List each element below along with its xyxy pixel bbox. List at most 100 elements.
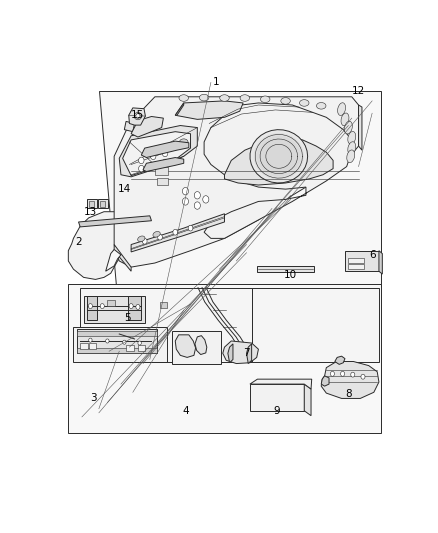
- Ellipse shape: [169, 146, 175, 150]
- Bar: [88, 201, 94, 207]
- Text: 8: 8: [345, 389, 352, 399]
- Circle shape: [158, 235, 162, 240]
- Ellipse shape: [281, 98, 290, 104]
- Polygon shape: [175, 335, 196, 358]
- Polygon shape: [224, 138, 333, 185]
- Polygon shape: [87, 296, 97, 320]
- Polygon shape: [321, 376, 329, 386]
- Polygon shape: [379, 251, 382, 274]
- Circle shape: [123, 340, 126, 344]
- Polygon shape: [264, 142, 294, 170]
- Ellipse shape: [240, 95, 250, 101]
- Polygon shape: [254, 134, 303, 179]
- Circle shape: [129, 304, 133, 309]
- Polygon shape: [99, 91, 381, 286]
- Polygon shape: [80, 288, 251, 361]
- Text: 14: 14: [118, 184, 131, 194]
- Polygon shape: [78, 216, 152, 227]
- Polygon shape: [124, 122, 134, 132]
- Ellipse shape: [180, 139, 188, 145]
- Polygon shape: [128, 296, 141, 320]
- Text: 7: 7: [243, 348, 250, 358]
- Polygon shape: [204, 103, 350, 238]
- Ellipse shape: [179, 95, 188, 101]
- Polygon shape: [98, 199, 108, 208]
- Polygon shape: [129, 108, 145, 125]
- Text: 15: 15: [131, 110, 145, 120]
- Ellipse shape: [261, 96, 270, 102]
- Polygon shape: [123, 132, 191, 175]
- Text: 1: 1: [213, 77, 219, 87]
- Polygon shape: [247, 344, 251, 364]
- Circle shape: [173, 229, 178, 235]
- Bar: [126, 345, 134, 351]
- Ellipse shape: [199, 94, 209, 101]
- Polygon shape: [250, 130, 307, 183]
- Polygon shape: [359, 105, 362, 150]
- Ellipse shape: [348, 132, 356, 144]
- Ellipse shape: [317, 102, 326, 109]
- Circle shape: [361, 374, 365, 379]
- Circle shape: [138, 341, 141, 345]
- Circle shape: [142, 238, 147, 244]
- Ellipse shape: [220, 95, 229, 101]
- Text: 12: 12: [352, 86, 365, 95]
- Polygon shape: [250, 379, 312, 389]
- Polygon shape: [251, 288, 379, 361]
- Text: 13: 13: [84, 207, 97, 217]
- Polygon shape: [131, 117, 163, 137]
- Bar: [77, 349, 156, 353]
- Circle shape: [138, 165, 144, 172]
- Bar: [138, 345, 145, 351]
- Polygon shape: [195, 336, 207, 354]
- Polygon shape: [345, 251, 379, 271]
- Bar: [107, 300, 115, 306]
- Ellipse shape: [344, 121, 352, 134]
- Ellipse shape: [138, 236, 145, 241]
- Polygon shape: [258, 136, 300, 176]
- Circle shape: [162, 150, 168, 157]
- Bar: [155, 166, 169, 175]
- Polygon shape: [131, 214, 224, 252]
- Polygon shape: [304, 384, 311, 416]
- Text: 6: 6: [369, 250, 375, 260]
- Bar: [348, 258, 364, 263]
- Polygon shape: [68, 212, 156, 279]
- Text: 3: 3: [91, 393, 97, 403]
- Polygon shape: [175, 103, 184, 115]
- Polygon shape: [335, 356, 345, 365]
- Polygon shape: [321, 361, 379, 399]
- Ellipse shape: [341, 113, 349, 126]
- Circle shape: [351, 372, 355, 377]
- Polygon shape: [228, 344, 233, 363]
- Polygon shape: [250, 384, 304, 411]
- Text: 4: 4: [182, 406, 189, 416]
- Polygon shape: [143, 158, 184, 172]
- Bar: [88, 343, 96, 349]
- Bar: [156, 177, 169, 185]
- Polygon shape: [74, 327, 167, 361]
- Polygon shape: [119, 126, 197, 177]
- Circle shape: [194, 191, 200, 199]
- Circle shape: [162, 159, 168, 166]
- Ellipse shape: [134, 112, 141, 120]
- Polygon shape: [267, 146, 291, 167]
- Text: 10: 10: [284, 270, 297, 280]
- Circle shape: [136, 304, 140, 309]
- Circle shape: [88, 304, 92, 309]
- Polygon shape: [114, 245, 131, 271]
- Polygon shape: [172, 330, 221, 364]
- Polygon shape: [68, 284, 381, 433]
- Circle shape: [341, 372, 345, 376]
- Bar: [80, 343, 88, 349]
- Text: 9: 9: [274, 406, 280, 416]
- Polygon shape: [261, 140, 297, 173]
- Text: 5: 5: [124, 313, 131, 324]
- Polygon shape: [130, 111, 140, 122]
- Ellipse shape: [347, 150, 355, 163]
- Circle shape: [138, 157, 144, 164]
- Ellipse shape: [153, 231, 160, 237]
- Bar: [77, 330, 156, 336]
- Circle shape: [330, 372, 335, 376]
- Circle shape: [136, 114, 140, 118]
